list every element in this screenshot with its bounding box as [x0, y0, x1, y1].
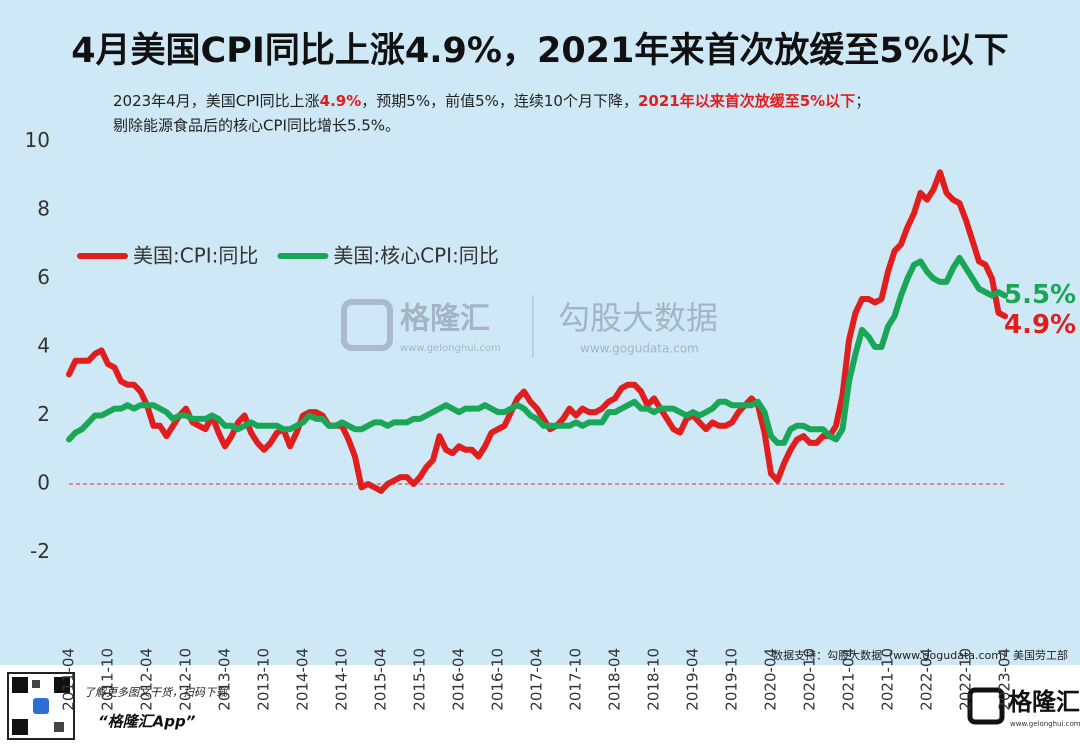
- x-tick-label: 2014-04: [294, 648, 312, 711]
- logo-text: 格隆汇: [1008, 688, 1080, 716]
- x-tick-label: 2022-10: [957, 648, 975, 711]
- x-tick-label: 2016-04: [450, 648, 468, 711]
- app-name: “格隆汇App”: [98, 713, 196, 731]
- qr-block: [12, 677, 28, 693]
- x-tick-label: 2012-04: [138, 648, 156, 711]
- qr-block: [12, 719, 28, 735]
- x-tick-label: 2013-04: [216, 648, 234, 711]
- source: 数据支持：勾股大数据（www.gogudata.com）美国劳工部: [772, 648, 1068, 662]
- x-tick-label: 2011-04: [60, 648, 78, 711]
- watermark-text: www.gelonghui.com: [400, 343, 501, 354]
- x-tick-label: 2014-10: [333, 648, 351, 711]
- x-tick-label: 2018-04: [606, 648, 624, 711]
- subtitle-highlight: 4.9%: [320, 92, 362, 110]
- y-tick-label: 6: [37, 265, 50, 289]
- y-tick-label: 10: [25, 128, 50, 152]
- footer-background: [0, 665, 1080, 748]
- subtitle-text: 2023年4月，美国CPI同比上涨: [113, 92, 320, 110]
- x-tick-label: 2015-10: [411, 648, 429, 711]
- x-tick-label: 2017-04: [528, 648, 546, 711]
- subtitle-highlight: 2021年以来首次放缓至5%以下: [638, 92, 855, 110]
- watermark-text: 勾股大数据: [558, 299, 718, 337]
- x-tick-label: 2019-04: [684, 648, 702, 711]
- x-tick-label: 2023-04: [996, 648, 1014, 711]
- watermark-text: www.gogudata.com: [580, 342, 699, 356]
- x-tick-label: 2020-04: [762, 648, 780, 711]
- x-tick-label: 2012-10: [177, 648, 195, 711]
- qr-block: [54, 677, 70, 693]
- qr-block: [32, 680, 40, 688]
- watermark: 格隆汇 www.gelonghui.com 勾股大数据 www.gogudata…: [341, 295, 718, 358]
- x-tick-label: 2019-10: [723, 648, 741, 711]
- subtitle-text: ；: [855, 92, 870, 110]
- x-tick-label: 2021-04: [840, 648, 858, 711]
- x-tick-label: 2018-10: [645, 648, 663, 711]
- subtitle: 剔除能源食品后的核心CPI同比增长5.5%。: [113, 117, 400, 135]
- x-tick-label: 2011-10: [99, 648, 117, 711]
- x-tick-label: 2016-10: [489, 648, 507, 711]
- series-line: [66, 169, 1008, 494]
- logo-icon: [967, 687, 1005, 725]
- y-tick-label: -2: [30, 539, 50, 563]
- subtitle-text: ，预期5%，前值5%，连续10个月下降，: [361, 92, 638, 110]
- background: [0, 0, 1080, 665]
- x-tick-label: 2021-10: [879, 648, 897, 711]
- chart-title: 4月美国CPI同比上涨4.9%，2021年来首次放缓至5%以下: [71, 31, 1009, 71]
- subtitle: 2023年4月，美国CPI同比上涨4.9%，预期5%，前值5%，连续10个月下降…: [113, 92, 870, 110]
- qr-block: [54, 722, 64, 732]
- x-tick-label: 2020-10: [801, 648, 819, 711]
- logo-url: www.gelonghui.com: [1010, 720, 1080, 728]
- x-tick-label: 2013-10: [255, 648, 273, 711]
- series-line: [66, 254, 1008, 446]
- y-tick-label: 4: [37, 334, 50, 358]
- y-tick-label: 2: [37, 402, 50, 426]
- y-tick-label: 8: [37, 197, 50, 221]
- qr-code: [7, 672, 75, 740]
- x-tick-label: 2022-04: [918, 648, 936, 711]
- legend-label: 美国:CPI:同比: [133, 244, 258, 268]
- x-tick-label: 2017-10: [567, 648, 585, 711]
- end-label: 5.5%: [1004, 280, 1076, 310]
- y-tick-label: 0: [37, 471, 50, 495]
- legend-label: 美国:核心CPI:同比: [333, 244, 498, 268]
- qr-logo: [33, 698, 49, 714]
- watermark-text: 格隆汇: [400, 302, 490, 337]
- qr-caption: 了解更多图文干货，扫码下载: [84, 686, 229, 699]
- end-label: 4.9%: [1004, 310, 1076, 340]
- watermark-icon: [341, 299, 393, 351]
- x-tick-label: 2015-04: [372, 648, 390, 711]
